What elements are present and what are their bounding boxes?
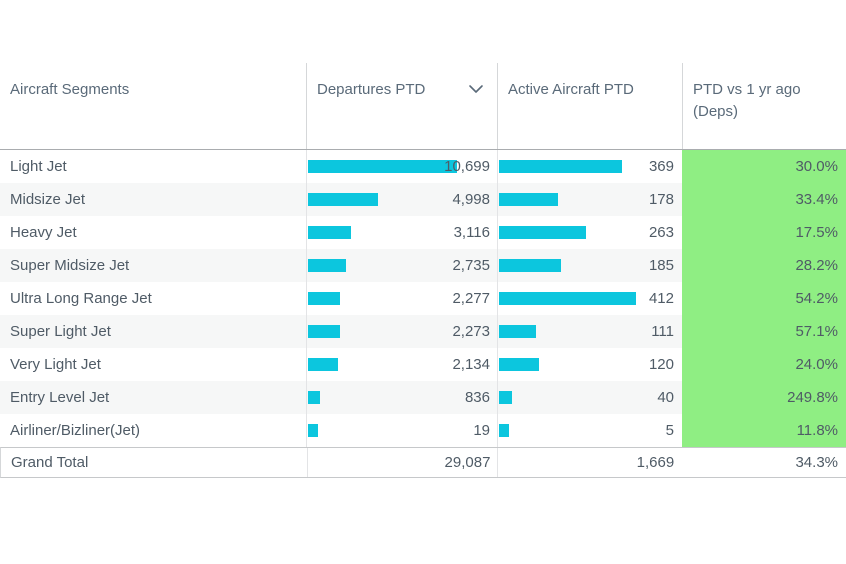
active-aircraft-cell: 111 bbox=[497, 315, 682, 348]
departures-databar bbox=[308, 193, 378, 206]
departures-databar bbox=[308, 292, 340, 305]
active-aircraft-cell: 185 bbox=[497, 249, 682, 282]
grand-total-departures: 29,087 bbox=[306, 448, 498, 477]
table-body: Light Jet 10,699 369 30.0% Midsize Jet 4… bbox=[0, 150, 846, 447]
departures-cell: 4,998 bbox=[306, 183, 497, 216]
table-row[interactable]: Entry Level Jet 836 40 249.8% bbox=[0, 381, 846, 414]
table-row[interactable]: Super Midsize Jet 2,735 185 28.2% bbox=[0, 249, 846, 282]
ptd-change-cell: 30.0% bbox=[682, 150, 846, 183]
chevron-down-icon[interactable] bbox=[468, 83, 484, 95]
departures-databar bbox=[308, 358, 338, 371]
departures-cell: 10,699 bbox=[306, 150, 497, 183]
column-header-label: PTD vs 1 yr ago (Deps) bbox=[693, 81, 801, 120]
departures-databar bbox=[308, 160, 457, 173]
active-aircraft-databar bbox=[499, 226, 586, 239]
segment-cell: Ultra Long Range Jet bbox=[10, 290, 152, 307]
active-aircraft-cell: 263 bbox=[497, 216, 682, 249]
departures-cell: 3,116 bbox=[306, 216, 497, 249]
active-aircraft-databar bbox=[499, 292, 636, 305]
departures-databar bbox=[308, 226, 351, 239]
table-row[interactable]: Light Jet 10,699 369 30.0% bbox=[0, 150, 846, 183]
column-header-departures-ptd[interactable]: Departures PTD bbox=[306, 63, 497, 149]
active-aircraft-databar bbox=[499, 391, 512, 404]
segment-cell: Super Midsize Jet bbox=[10, 257, 130, 274]
table-row[interactable]: Midsize Jet 4,998 178 33.4% bbox=[0, 183, 846, 216]
active-aircraft-cell: 412 bbox=[497, 282, 682, 315]
ptd-change-cell: 54.2% bbox=[682, 282, 846, 315]
departures-databar bbox=[308, 259, 346, 272]
segment-cell: Super Light Jet bbox=[10, 323, 111, 340]
table-row[interactable]: Super Light Jet 2,273 111 57.1% bbox=[0, 315, 846, 348]
aircraft-segments-table: Aircraft Segments Departures PTD Active … bbox=[0, 63, 846, 478]
table-row[interactable]: Airliner/Bizliner(Jet) 19 5 11.8% bbox=[0, 414, 846, 447]
ptd-change-cell: 17.5% bbox=[682, 216, 846, 249]
active-aircraft-cell: 5 bbox=[497, 414, 682, 447]
segment-cell: Light Jet bbox=[10, 158, 67, 175]
ptd-change-cell: 33.4% bbox=[682, 183, 846, 216]
table-row[interactable]: Very Light Jet 2,134 120 24.0% bbox=[0, 348, 846, 381]
active-aircraft-cell: 120 bbox=[497, 348, 682, 381]
segment-cell: Very Light Jet bbox=[10, 356, 101, 373]
table-row[interactable]: Heavy Jet 3,116 263 17.5% bbox=[0, 216, 846, 249]
ptd-change-cell: 249.8% bbox=[682, 381, 846, 414]
active-aircraft-databar bbox=[499, 160, 622, 173]
grand-total-ptd-change: 34.3% bbox=[795, 454, 839, 471]
active-aircraft-cell: 178 bbox=[497, 183, 682, 216]
active-aircraft-databar bbox=[499, 358, 539, 371]
table-row[interactable]: Ultra Long Range Jet 2,277 412 54.2% bbox=[0, 282, 846, 315]
column-header-aircraft-segments[interactable]: Aircraft Segments bbox=[0, 63, 306, 149]
column-header-label: Departures PTD bbox=[317, 81, 426, 98]
active-aircraft-databar bbox=[499, 259, 561, 272]
departures-cell: 2,277 bbox=[306, 282, 497, 315]
column-header-ptd-vs-1yr-ago[interactable]: PTD vs 1 yr ago (Deps) bbox=[682, 63, 846, 149]
column-header-label: Aircraft Segments bbox=[10, 81, 130, 98]
departures-databar bbox=[308, 424, 318, 437]
column-header-active-aircraft-ptd[interactable]: Active Aircraft PTD bbox=[497, 63, 682, 149]
departures-databar bbox=[308, 391, 320, 404]
active-aircraft-cell: 40 bbox=[497, 381, 682, 414]
departures-cell: 2,273 bbox=[306, 315, 497, 348]
active-aircraft-cell: 369 bbox=[497, 150, 682, 183]
grand-total-active: 1,669 bbox=[497, 448, 682, 477]
departures-databar bbox=[308, 325, 340, 338]
ptd-change-cell: 11.8% bbox=[682, 414, 846, 447]
column-header-label: Active Aircraft PTD bbox=[508, 81, 634, 98]
departures-cell: 2,134 bbox=[306, 348, 497, 381]
segment-cell: Heavy Jet bbox=[10, 224, 77, 241]
ptd-change-cell: 28.2% bbox=[682, 249, 846, 282]
grand-total-row: Grand Total 29,087 1,669 34.3% bbox=[0, 447, 846, 478]
active-aircraft-databar bbox=[499, 193, 558, 206]
segment-cell: Entry Level Jet bbox=[10, 389, 110, 406]
segment-cell: Airliner/Bizliner(Jet) bbox=[10, 422, 141, 439]
active-aircraft-databar bbox=[499, 325, 536, 338]
departures-cell: 836 bbox=[306, 381, 497, 414]
ptd-change-cell: 24.0% bbox=[682, 348, 846, 381]
departures-cell: 19 bbox=[306, 414, 497, 447]
segment-cell: Midsize Jet bbox=[10, 191, 86, 208]
table-header-row: Aircraft Segments Departures PTD Active … bbox=[0, 63, 846, 150]
grand-total-label: Grand Total bbox=[11, 454, 89, 471]
departures-cell: 2,735 bbox=[306, 249, 497, 282]
ptd-change-cell: 57.1% bbox=[682, 315, 846, 348]
active-aircraft-databar bbox=[499, 424, 509, 437]
